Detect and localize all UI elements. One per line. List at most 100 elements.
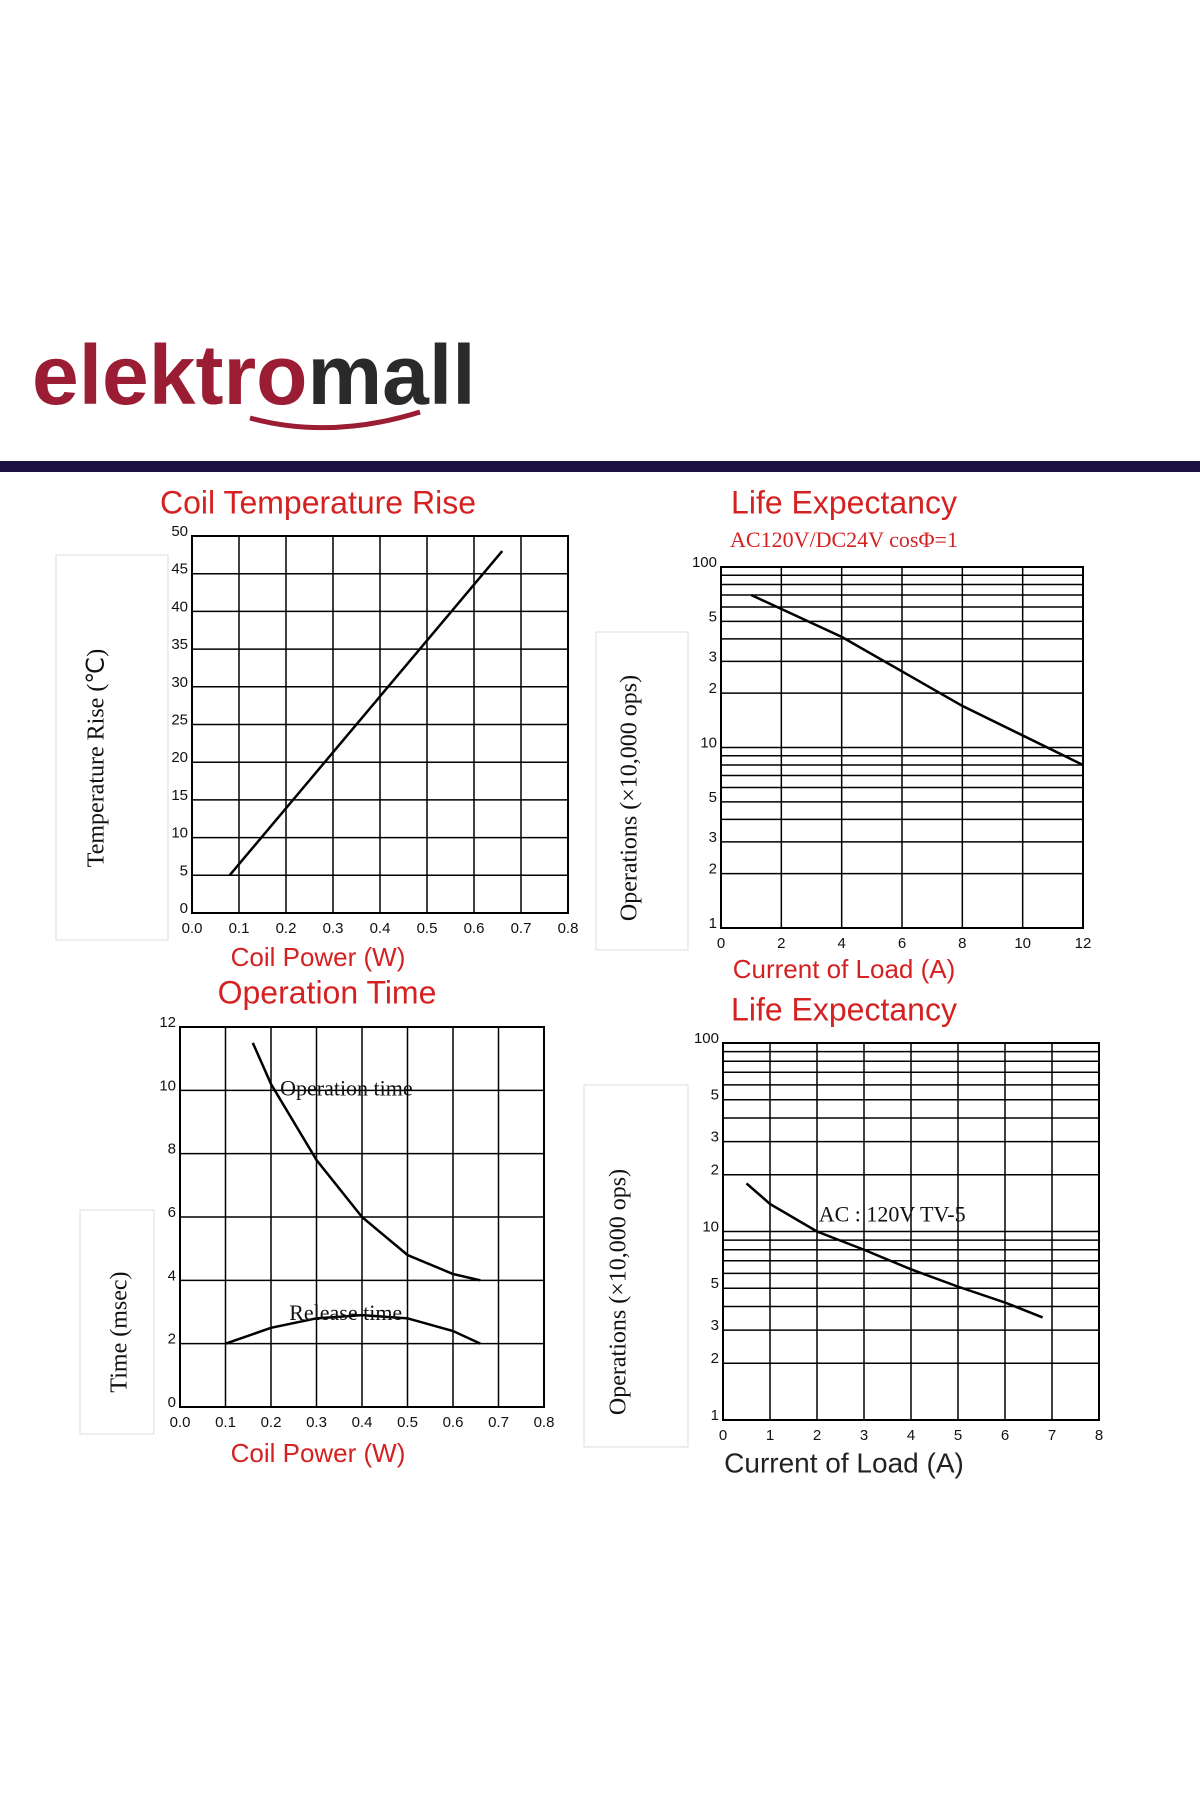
y-tick-label: 6: [168, 1204, 176, 1221]
plot-frame: [179, 1026, 545, 1408]
chart-title: Coil Temperature Rise: [160, 484, 476, 520]
data-line: [251, 1042, 481, 1282]
logo-part: elektro: [32, 328, 307, 422]
y-tick-label: 20: [171, 749, 188, 766]
y-tick-label: 30: [171, 674, 188, 691]
x-tick-label: 0.7: [488, 1414, 509, 1431]
x-tick-label: 1: [766, 1427, 774, 1444]
x-tick-label: 5: [954, 1427, 962, 1444]
y-tick-label: 5: [711, 1087, 719, 1104]
y-tick-label: 100: [694, 1030, 719, 1047]
y-tick-label: 2: [709, 861, 717, 878]
y-tick-label: 2: [709, 680, 717, 697]
x-tick-label: 2: [813, 1427, 821, 1444]
y-tick-label: 2: [168, 1331, 176, 1348]
y-tick-label: 10: [700, 734, 717, 751]
x-tick-label: 0.0: [182, 920, 203, 937]
y-tick-label: 25: [171, 711, 188, 728]
x-axis-label: Coil Power (W): [231, 1438, 406, 1468]
label-box: [79, 1209, 155, 1435]
y-tick-label: 2: [711, 1350, 719, 1367]
y-axis-label: Time (msec): [107, 1271, 133, 1392]
x-tick-label: 4: [837, 935, 845, 952]
data-line: [745, 1182, 1044, 1319]
y-tick-label: 5: [709, 608, 717, 625]
x-tick-label: 0.1: [229, 920, 250, 937]
y-tick-label: 5: [711, 1275, 719, 1292]
x-tick-label: 2: [777, 935, 785, 952]
x-tick-label: 0.8: [534, 1414, 555, 1431]
x-tick-label: 0.3: [306, 1414, 327, 1431]
x-axis-label: Current of Load (A): [724, 1447, 964, 1478]
plot-frame: [722, 1042, 1100, 1421]
label-box: [595, 631, 689, 951]
x-tick-label: 8: [958, 935, 966, 952]
x-tick-label: 0.4: [370, 920, 391, 937]
y-tick-label: 4: [168, 1267, 176, 1284]
y-tick-label: 10: [702, 1218, 719, 1235]
x-tick-label: 0: [719, 1427, 727, 1444]
y-tick-label: 5: [180, 862, 188, 879]
x-tick-label: 0.2: [276, 920, 297, 937]
series-label: Operation time: [280, 1075, 413, 1100]
chart-subtitle: AC120V/DC24V cosΦ=1: [730, 527, 958, 552]
x-tick-label: 0.4: [352, 1414, 373, 1431]
y-tick-label: 12: [159, 1014, 176, 1031]
x-tick-label: 6: [898, 935, 906, 952]
x-tick-label: 8: [1095, 1427, 1103, 1444]
y-axis-label: Operations (×10,000 ops): [617, 675, 643, 921]
chart-title: Operation Time: [218, 974, 437, 1010]
y-tick-label: 3: [711, 1317, 719, 1334]
y-tick-label: 10: [171, 825, 188, 842]
plot-frame: [191, 535, 569, 914]
y-tick-label: 8: [168, 1141, 176, 1158]
y-tick-label: 3: [709, 829, 717, 846]
data-line: [228, 550, 504, 877]
y-tick-label: 3: [709, 648, 717, 665]
x-axis-label: Coil Power (W): [231, 942, 406, 972]
x-tick-label: 0.6: [443, 1414, 464, 1431]
chart-title: Life Expectancy: [731, 484, 957, 520]
x-tick-label: 0.7: [511, 920, 532, 937]
x-tick-label: 6: [1001, 1427, 1009, 1444]
x-tick-label: 4: [907, 1427, 915, 1444]
y-tick-label: 1: [709, 915, 717, 932]
chart-title: Life Expectancy: [731, 991, 957, 1027]
data-line: [225, 1313, 481, 1345]
x-tick-label: 0: [717, 935, 725, 952]
x-tick-label: 0.6: [464, 920, 485, 937]
y-tick-label: 3: [711, 1129, 719, 1146]
y-tick-label: 50: [171, 523, 188, 540]
y-tick-label: 15: [171, 787, 188, 804]
series-label: Release time: [289, 1300, 402, 1325]
y-tick-label: 100: [692, 554, 717, 571]
plot-frame: [720, 566, 1084, 929]
x-tick-label: 0.8: [558, 920, 579, 937]
y-tick-label: 10: [159, 1077, 176, 1094]
y-tick-label: 0: [168, 1394, 176, 1411]
x-tick-label: 3: [860, 1427, 868, 1444]
x-tick-label: 7: [1048, 1427, 1056, 1444]
y-tick-label: 5: [709, 789, 717, 806]
x-tick-label: 0.0: [170, 1414, 191, 1431]
logo-swoosh: [249, 409, 421, 431]
x-axis-label: Current of Load (A): [733, 954, 956, 984]
logo: elektromall: [32, 328, 476, 422]
x-tick-label: 10: [1014, 935, 1031, 952]
x-tick-label: 0.1: [215, 1414, 236, 1431]
y-tick-label: 40: [171, 598, 188, 615]
y-tick-label: 2: [711, 1162, 719, 1179]
y-tick-label: 0: [180, 900, 188, 917]
y-tick-label: 35: [171, 636, 188, 653]
label-box: [583, 1084, 689, 1448]
y-axis-label: Temperature Rise (℃): [84, 649, 110, 868]
x-tick-label: 0.3: [323, 920, 344, 937]
label-box: [55, 554, 169, 941]
annotation: AC : 120V TV-5: [819, 1202, 966, 1227]
x-tick-label: 0.5: [417, 920, 438, 937]
x-tick-label: 0.5: [397, 1414, 418, 1431]
logo-part: mall: [307, 328, 475, 422]
data-line: [750, 593, 1084, 767]
